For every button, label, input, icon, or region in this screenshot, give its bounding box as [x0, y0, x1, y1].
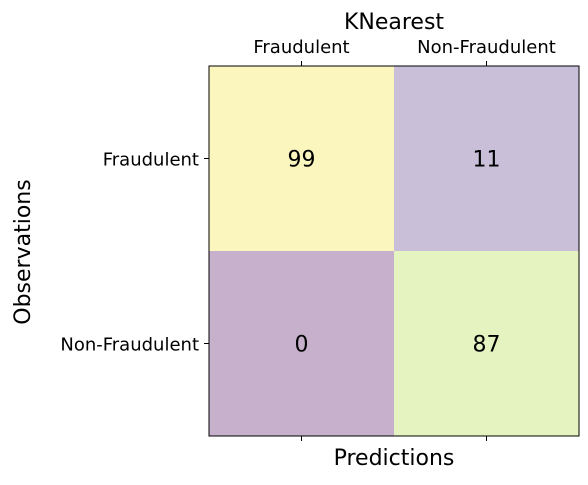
- y-axis-label: Observations: [11, 179, 36, 324]
- heatmap-cell-1-0: [209, 251, 394, 436]
- heatmap-cell-1-1: [394, 251, 579, 436]
- cell-value-0-0: 99: [288, 148, 316, 173]
- y-tick-label-0: Fraudulent: [103, 150, 199, 171]
- x-axis-label: Predictions: [334, 446, 455, 471]
- x-tick-label-1: Non-Fraudulent: [417, 37, 556, 58]
- cell-value-1-1: 87: [473, 333, 501, 358]
- cell-value-0-1: 11: [473, 148, 501, 173]
- plot-area: 99 11 0 87 Fraudulent Non-Fraudulent Fraudulen…: [60, 37, 580, 441]
- y-tick-label-1: Non-Fraudulent: [60, 335, 199, 356]
- cell-value-1-0: 0: [295, 333, 309, 358]
- chart-title: KNearest: [344, 10, 444, 35]
- heatmap-cell-0-0: [209, 66, 394, 251]
- heatmap-cell-0-1: [394, 66, 579, 251]
- plot-frame: [208, 65, 580, 437]
- x-tick-label-0: Fraudulent: [253, 37, 349, 58]
